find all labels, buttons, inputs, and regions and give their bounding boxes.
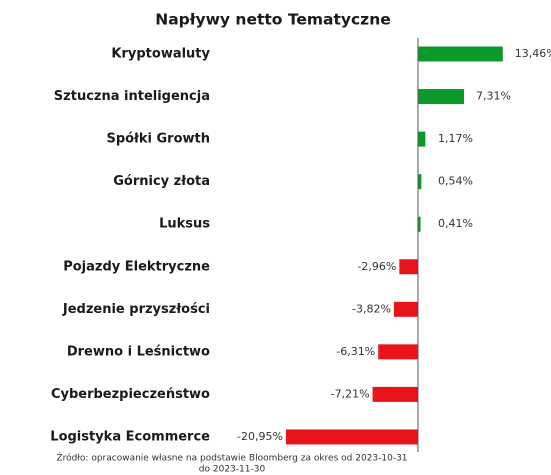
value-label: 13,46%: [515, 47, 551, 60]
category-label: Sztuczna inteligencja: [54, 89, 210, 104]
category-label: Logistyka Ecommerce: [50, 429, 210, 444]
value-label: 7,31%: [476, 90, 511, 103]
bar: [378, 344, 418, 360]
bar: [285, 429, 418, 445]
bar: [393, 301, 418, 317]
value-label: 0,54%: [438, 175, 473, 188]
category-label: Cyberbezpieczeństwo: [51, 387, 210, 402]
bar: [417, 89, 465, 105]
source-note: Źródło: opracowanie własne na podstawie …: [56, 452, 407, 464]
value-label: -3,82%: [352, 302, 391, 315]
value-label: -6,31%: [336, 345, 375, 358]
value-label: -2,96%: [357, 260, 396, 273]
value-label: 1,17%: [438, 132, 473, 145]
source-note: do 2023-11-30: [199, 465, 266, 475]
bar: [417, 216, 421, 232]
bar: [399, 259, 418, 275]
category-label: Górnicy złota: [113, 174, 210, 189]
bar: [417, 131, 426, 147]
chart-title: Napływy netto Tematyczne: [155, 11, 391, 29]
category-label: Pojazdy Elektryczne: [63, 259, 210, 274]
category-label: Kryptowaluty: [111, 47, 210, 62]
bar: [417, 46, 503, 62]
category-label: Spółki Growth: [106, 132, 210, 147]
bar: [417, 174, 422, 190]
category-label: Drewno i Leśnictwo: [67, 344, 210, 359]
value-label: 0,41%: [438, 217, 473, 230]
category-label: Jedzenie przyszłości: [62, 302, 210, 317]
bar: [372, 386, 418, 402]
value-label: -7,21%: [331, 387, 370, 400]
category-label: Luksus: [159, 217, 210, 232]
value-label: -20,95%: [237, 430, 283, 443]
